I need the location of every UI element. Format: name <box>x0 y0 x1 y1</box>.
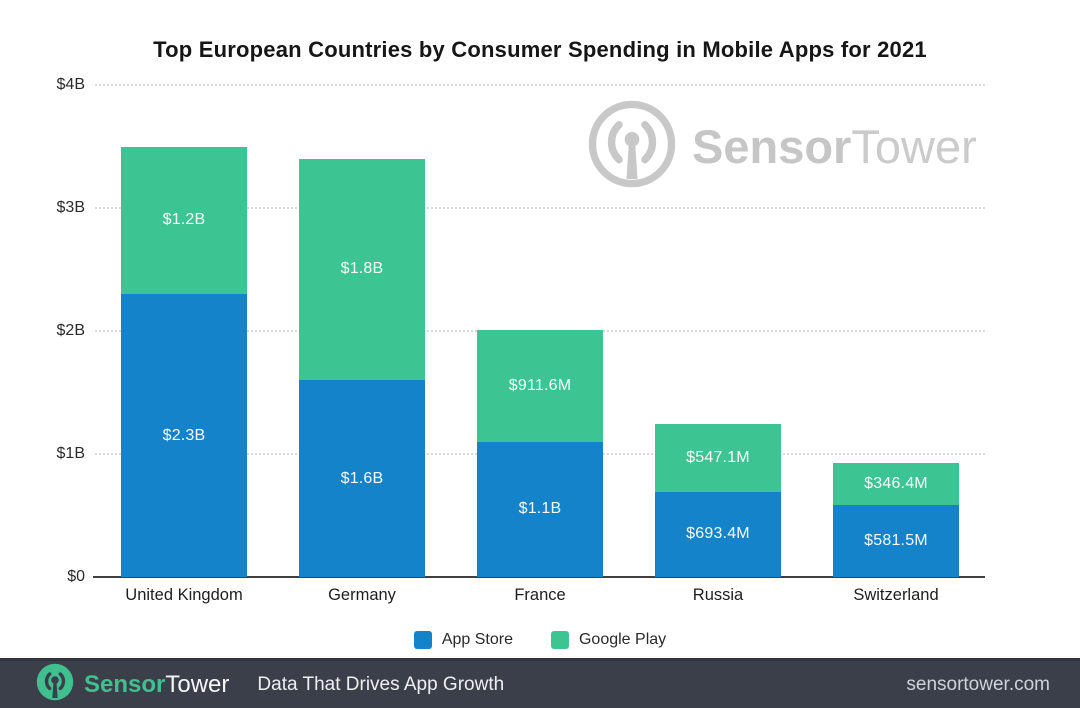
bar-value-label: $346.4M <box>864 475 928 493</box>
bar-segment-app-store: $693.4M <box>655 491 781 577</box>
bar-segment-google-play: $547.1M <box>655 424 781 492</box>
y-axis-tick-label: $1B <box>56 445 85 462</box>
bar-segment-app-store: $2.3B <box>121 294 247 577</box>
chart-title: Top European Countries by Consumer Spend… <box>153 37 927 62</box>
legend-label: App Store <box>441 631 513 648</box>
footer-tower: Tower <box>165 670 230 698</box>
x-axis-category-label: Russia <box>692 586 744 604</box>
bar-segment-app-store: $581.5M <box>833 505 959 577</box>
footer-wordmark: SensorTower <box>84 670 230 698</box>
bar-value-label: $1.8B <box>340 260 384 278</box>
gridline <box>95 207 985 209</box>
footer-sensor: Sensor <box>84 670 166 698</box>
bar-segment-app-store: $1.6B <box>299 380 425 577</box>
bar-value-label: $547.1M <box>686 449 750 467</box>
footer-tagline: Data That Drives App Growth <box>257 673 505 695</box>
bar-value-label: $581.5M <box>864 532 928 550</box>
bar-value-label: $911.6M <box>508 376 572 394</box>
chart-legend: App Store Google Play <box>0 631 1080 649</box>
bar-value-label: $1.1B <box>518 500 562 518</box>
bar-segment-google-play: $911.6M <box>477 329 603 442</box>
y-axis-tick-label: $3B <box>56 199 85 216</box>
legend-item-google-play: Google Play <box>550 631 667 649</box>
legend-label: Google Play <box>578 631 667 648</box>
bar-segment-google-play: $1.8B <box>299 158 425 381</box>
bar-value-label: $1.2B <box>162 211 206 229</box>
x-axis-line <box>93 576 985 578</box>
x-axis-category-label: United Kingdom <box>125 586 243 604</box>
y-axis-tick-label: $4B <box>56 76 85 93</box>
footer-bar: SensorTower Data That Drives App Growth … <box>0 658 1080 708</box>
footer-logo: SensorTower <box>36 663 229 706</box>
google-play-swatch-icon <box>550 631 569 649</box>
y-axis-tick-label: $0 <box>67 568 85 585</box>
y-axis-tick-label: $2B <box>56 322 85 339</box>
legend-item-app-store: App Store <box>413 631 513 649</box>
sensortower-footer-logo-icon <box>36 663 74 706</box>
bar-segment-app-store: $1.1B <box>477 441 603 577</box>
x-axis-category-label: Switzerland <box>853 586 939 604</box>
app-store-swatch-icon <box>413 631 432 649</box>
bar-segment-google-play: $1.2B <box>121 146 247 295</box>
gridline <box>95 84 985 86</box>
x-axis-category-label: Germany <box>328 586 396 604</box>
bar-value-label: $1.6B <box>340 469 384 487</box>
bar-value-label: $693.4M <box>686 525 750 543</box>
bar-value-label: $2.3B <box>162 426 206 444</box>
bar-segment-google-play: $346.4M <box>833 462 959 506</box>
footer-website: sensortower.com <box>906 673 1050 695</box>
x-axis-category-label: France <box>514 586 566 604</box>
